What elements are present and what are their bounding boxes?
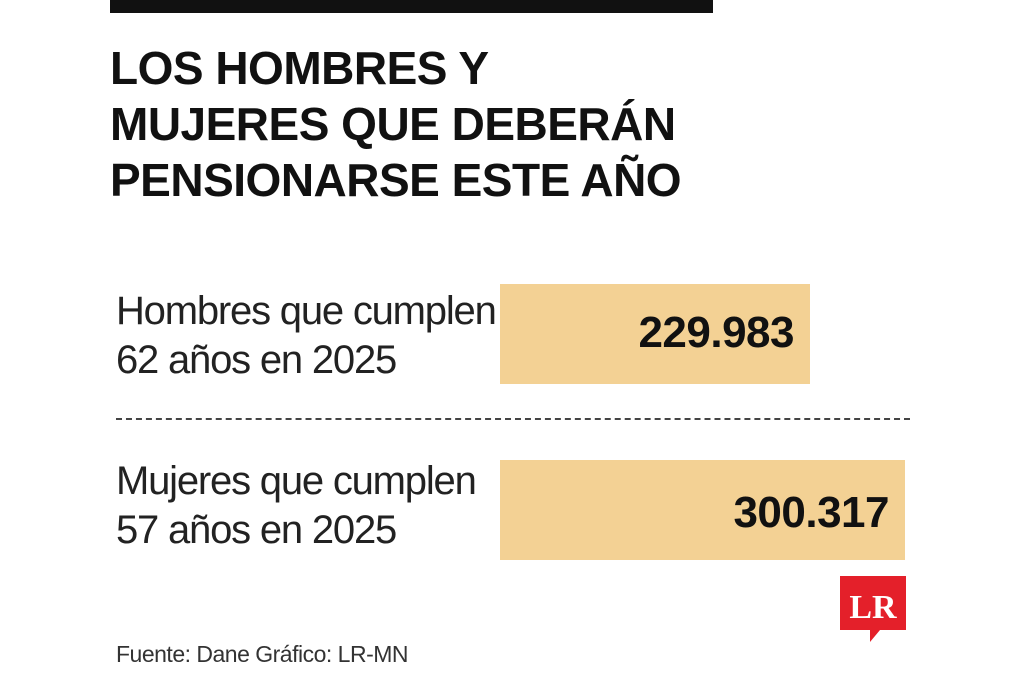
title-line: PENSIONARSE ESTE AÑO [110,154,682,206]
category-label-line: Mujeres que cumplen [116,459,477,503]
category-label-men: Hombres que cumplen 62 años en 2025 [116,287,497,385]
category-label-line: 57 años en 2025 [116,508,397,552]
category-label-line: Hombres que cumplen [116,289,497,333]
lr-logo-icon: LR [840,576,906,642]
bar-value-women: 300.317 [733,488,889,537]
bar-women [500,460,905,560]
title-line: MUJERES QUE DEBERÁN [110,98,676,150]
top-rule [110,0,713,13]
category-label-women: Mujeres que cumplen 57 años en 2025 [116,457,477,555]
category-label-line: 62 años en 2025 [116,338,397,382]
dashed-divider [116,418,910,420]
bar-value-men: 229.983 [638,308,794,357]
title-line: LOS HOMBRES Y [110,42,489,94]
bar-men [500,284,810,384]
chart-title: LOS HOMBRES Y MUJERES QUE DEBERÁN PENSIO… [110,40,750,208]
logo-text: LR [849,589,897,626]
source-note: Fuente: Dane Gráfico: LR-MN [116,641,409,667]
